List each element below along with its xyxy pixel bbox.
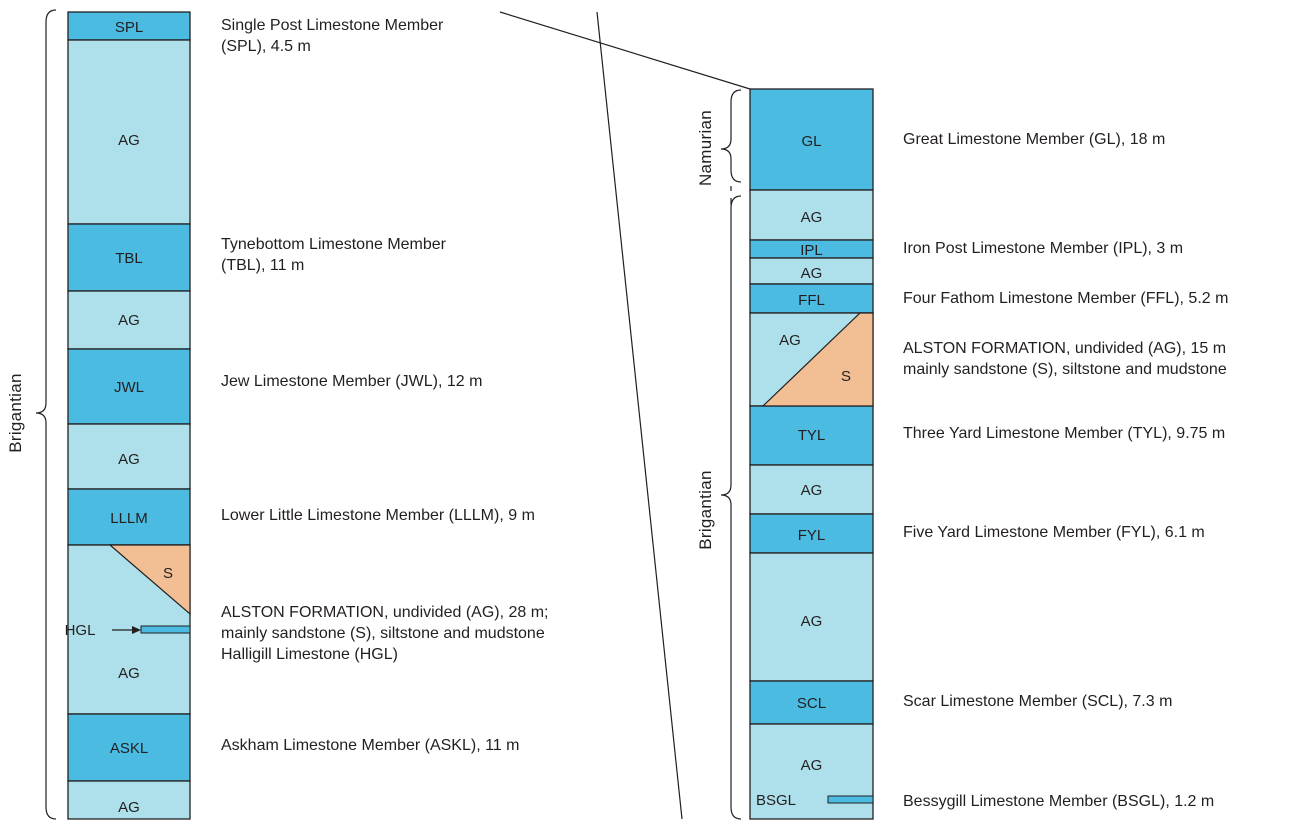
right-unit-label-9: AG — [801, 613, 823, 630]
left-unit-label-7: AG — [118, 665, 140, 682]
left-description-2-line-0: Jew Limestone Member (JWL), 12 m — [221, 373, 482, 390]
right-unit-ag-7 — [749, 464, 874, 515]
right-unit-ag-11 — [749, 723, 874, 820]
left-unit-label-4: JWL — [114, 379, 144, 396]
right-description-4-line-0: Three Yard Limestone Member (TYL), 9.75 … — [903, 425, 1225, 442]
left-unit-label-2: TBL — [115, 250, 143, 267]
right-unit-label-2: IPL — [800, 242, 823, 259]
right-unit-label-7: AG — [801, 482, 823, 499]
left-unit-ag-9 — [67, 780, 191, 820]
left-unit-label-0: SPL — [115, 19, 143, 36]
right-description-5-line-0: Five Yard Limestone Member (FYL), 6.1 m — [903, 524, 1205, 541]
right-namurian-brace — [720, 89, 742, 183]
right-unit-ffl-4 — [749, 283, 874, 314]
left-stage-label: Brigantian — [6, 373, 25, 453]
right-unit-label-0: GL — [801, 133, 821, 150]
left-unit-ag-5 — [67, 423, 191, 490]
right-unit-fyl-8 — [749, 513, 874, 554]
left-brigantian-brace — [35, 9, 57, 820]
left-description-1-line-0: Tynebottom Limestone Member — [221, 236, 447, 253]
right-unit-scl-10 — [749, 680, 874, 725]
right-unit-ag-9 — [749, 552, 874, 682]
right-lower-stage-label: Brigantian — [696, 470, 715, 550]
left-description-1-line-1: (TBL), 11 m — [221, 257, 304, 274]
column-labels: SPL AG TBL AG JWL AG LLLM AG ASKL AG GL AG IPL AG FFL A… — [6, 19, 851, 816]
left-sandstone-label: S — [163, 565, 173, 582]
right-description-6-line-0: Scar Limestone Member (SCL), 7.3 m — [903, 693, 1172, 710]
left-unit-ag-3 — [67, 290, 191, 350]
right-unit-ag-1 — [749, 189, 874, 241]
left-unit-label-3: AG — [118, 312, 140, 329]
right-sandstone-label: S — [841, 368, 851, 385]
right-brigantian-brace — [720, 195, 742, 820]
left-description-0-line-1: (SPL), 4.5 m — [221, 38, 311, 55]
unit-descriptions: Single Post Limestone Member (SPL), 4.5 m… — [221, 17, 1228, 810]
left-unit-label-6: LLLM — [110, 510, 148, 527]
right-unit-label-8: FYL — [798, 527, 826, 544]
left-sandstone-wedge — [108, 544, 191, 616]
right-column-units — [749, 88, 874, 820]
left-unit-ag-1 — [67, 39, 191, 225]
column-details — [35, 9, 874, 820]
hgl-arrow-head — [132, 626, 141, 634]
correlation-line-top — [499, 11, 751, 90]
right-unit-label-3: AG — [801, 265, 823, 282]
left-description-4-line-0: ALSTON FORMATION, undivided (AG), 28 m; — [221, 604, 549, 621]
left-description-4-line-2: Halligill Limestone (HGL) — [221, 646, 398, 663]
left-unit-label-1: AG — [118, 132, 140, 149]
correlation-line-base — [596, 11, 683, 820]
right-upper-stage-label: Namurian — [696, 110, 715, 186]
left-description-0-line-0: Single Post Limestone Member — [221, 17, 444, 34]
left-unit-spl-0 — [67, 11, 191, 41]
right-unit-gl-0 — [749, 88, 874, 191]
left-description-3-line-0: Lower Little Limestone Member (LLLM), 9 … — [221, 507, 535, 524]
right-description-1-line-0: Iron Post Limestone Member (IPL), 3 m — [903, 240, 1183, 257]
left-unit-label-5: AG — [118, 451, 140, 468]
right-sandstone-wedge — [761, 312, 874, 407]
right-description-3-line-1: mainly sandstone (S), siltstone and muds… — [903, 361, 1227, 378]
right-bsgl-thin-bed — [827, 795, 874, 804]
left-column-units — [67, 11, 191, 820]
hgl-label: HGL — [65, 622, 96, 639]
right-description-7-line-0: Bessygill Limestone Member (BSGL), 1.2 m — [903, 793, 1214, 810]
right-unit-tyl-6 — [749, 405, 874, 466]
left-unit-label-9: AG — [118, 799, 140, 816]
right-description-3-line-0: ALSTON FORMATION, undivided (AG), 15 m — [903, 340, 1226, 357]
right-unit-label-11: AG — [801, 757, 823, 774]
left-description-5-line-0: Askham Limestone Member (ASKL), 11 m — [221, 737, 519, 754]
right-unit-label-4: FFL — [798, 292, 825, 309]
left-unit-label-8: ASKL — [110, 740, 148, 757]
right-unit-label-1: AG — [801, 209, 823, 226]
right-unit-label-5: AG — [779, 332, 801, 349]
right-unit-ag-3 — [749, 257, 874, 285]
right-description-2-line-0: Four Fathom Limestone Member (FFL), 5.2 … — [903, 290, 1228, 307]
left-hgl-thin-bed — [140, 625, 191, 634]
right-description-0-line-0: Great Limestone Member (GL), 18 m — [903, 131, 1165, 148]
left-unit-tbl-2 — [67, 223, 191, 292]
right-unit-label-10: SCL — [797, 695, 826, 712]
left-description-4-line-1: mainly sandstone (S), siltstone and muds… — [221, 625, 545, 642]
right-unit-label-6: TYL — [798, 427, 826, 444]
bsgl-label: BSGL — [756, 792, 796, 809]
